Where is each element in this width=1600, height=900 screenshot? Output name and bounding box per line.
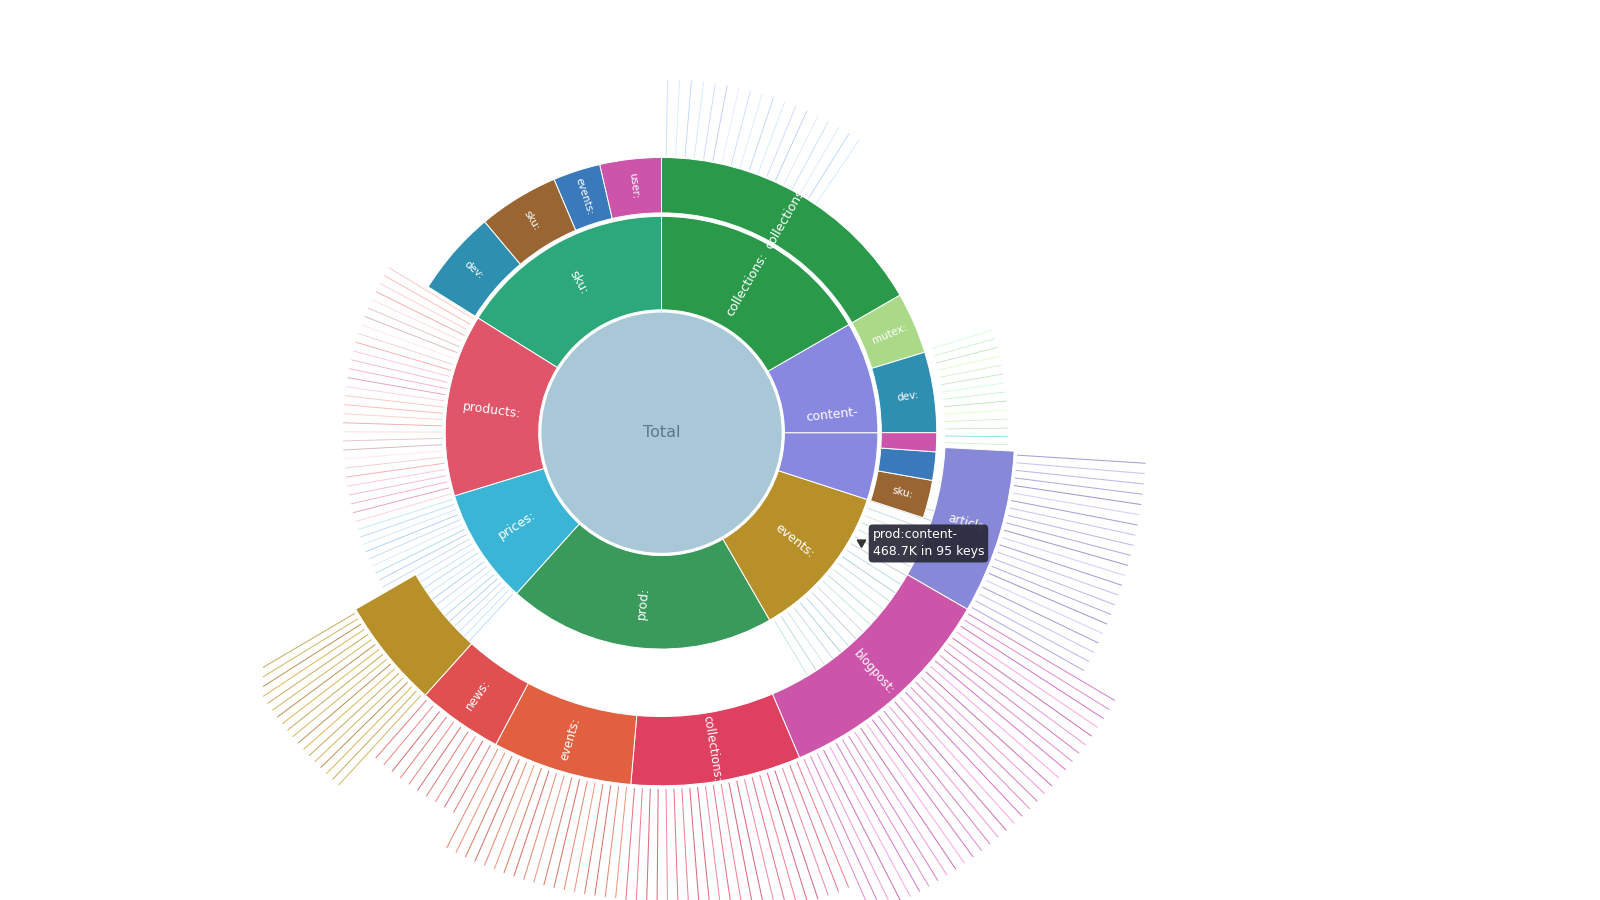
Wedge shape [723, 471, 867, 620]
Circle shape [542, 313, 781, 552]
Text: events:: events: [773, 521, 818, 561]
Text: prices:: prices: [496, 508, 538, 542]
Text: prod:: prod: [635, 586, 651, 620]
Wedge shape [496, 683, 637, 785]
Text: dev:: dev: [462, 258, 485, 281]
Text: news:: news: [462, 677, 493, 713]
Wedge shape [870, 471, 933, 518]
Text: dev:: dev: [896, 390, 918, 402]
Wedge shape [600, 158, 661, 219]
Text: content-: content- [805, 406, 859, 424]
Wedge shape [478, 216, 661, 367]
Text: collections:: collections: [699, 715, 723, 783]
Wedge shape [426, 644, 528, 744]
Wedge shape [661, 216, 850, 371]
Wedge shape [445, 318, 557, 496]
Text: prod:content-
468.7K in 95 keys: prod:content- 468.7K in 95 keys [872, 528, 984, 559]
Text: user:: user: [627, 172, 640, 200]
Wedge shape [355, 574, 472, 695]
Wedge shape [630, 694, 800, 786]
Wedge shape [878, 448, 936, 481]
Wedge shape [773, 574, 968, 758]
Text: events:: events: [574, 176, 595, 216]
Text: collections:: collections: [763, 184, 810, 251]
Wedge shape [429, 222, 520, 316]
Wedge shape [851, 295, 925, 368]
Wedge shape [661, 158, 899, 323]
Wedge shape [517, 524, 770, 649]
Text: sku:: sku: [566, 268, 590, 297]
Text: sku:: sku: [522, 209, 541, 232]
Wedge shape [882, 433, 936, 452]
Wedge shape [872, 352, 936, 433]
Wedge shape [454, 469, 579, 593]
Text: events:: events: [558, 716, 582, 762]
Text: products:: products: [461, 400, 522, 420]
Wedge shape [779, 433, 878, 500]
Text: collections:: collections: [723, 250, 771, 319]
Text: Total: Total [643, 425, 680, 440]
Wedge shape [485, 179, 576, 265]
Text: sku:: sku: [891, 485, 915, 500]
Text: article:: article: [947, 511, 990, 536]
Text: blogpost:: blogpost: [850, 647, 896, 698]
Wedge shape [768, 325, 878, 433]
Text: mutex:: mutex: [870, 321, 909, 346]
Wedge shape [907, 447, 1014, 609]
Wedge shape [554, 165, 613, 230]
